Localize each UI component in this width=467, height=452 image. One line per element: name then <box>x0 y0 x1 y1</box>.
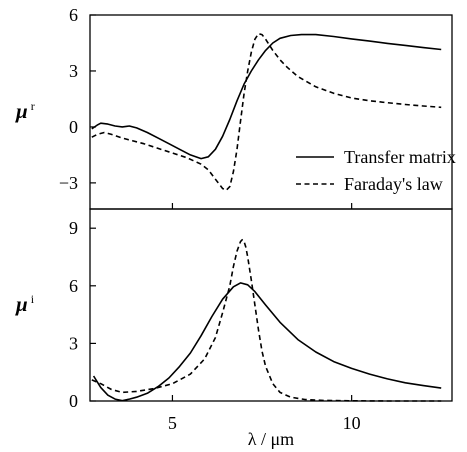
top-y-tick-label: 0 <box>69 117 78 137</box>
top-y-tick-label: 3 <box>69 61 78 81</box>
top-y-tick-label: 6 <box>69 5 78 25</box>
x-tick-label: 5 <box>168 413 177 433</box>
legend-label-faraday: Faraday's law <box>344 174 443 194</box>
bottom-panel: 0 3 6 9 5 10 μ i λ / μm <box>15 208 453 449</box>
bottom-y-tick-label: 0 <box>69 391 78 411</box>
bottom-y-tick-label: 3 <box>69 333 78 353</box>
top-y-tick-label: −3 <box>59 173 78 193</box>
x-tick-label: 10 <box>343 413 361 433</box>
bottom-y-tick-label: 6 <box>69 276 78 296</box>
bottom-series-faraday <box>91 238 442 402</box>
bottom-series-transfer-matrix <box>92 282 442 402</box>
x-axis-label: λ / μm <box>248 429 294 449</box>
top-series-faraday <box>91 32 442 192</box>
top-series-transfer-matrix <box>91 33 442 160</box>
bottom-y-tick-label: 9 <box>69 218 78 238</box>
top-panel: −3 0 3 6 μ r Transfer matrix Faraday's law <box>15 5 456 210</box>
bottom-plot-frame <box>89 208 453 402</box>
legend-label-transfer-matrix: Transfer matrix <box>344 147 456 167</box>
